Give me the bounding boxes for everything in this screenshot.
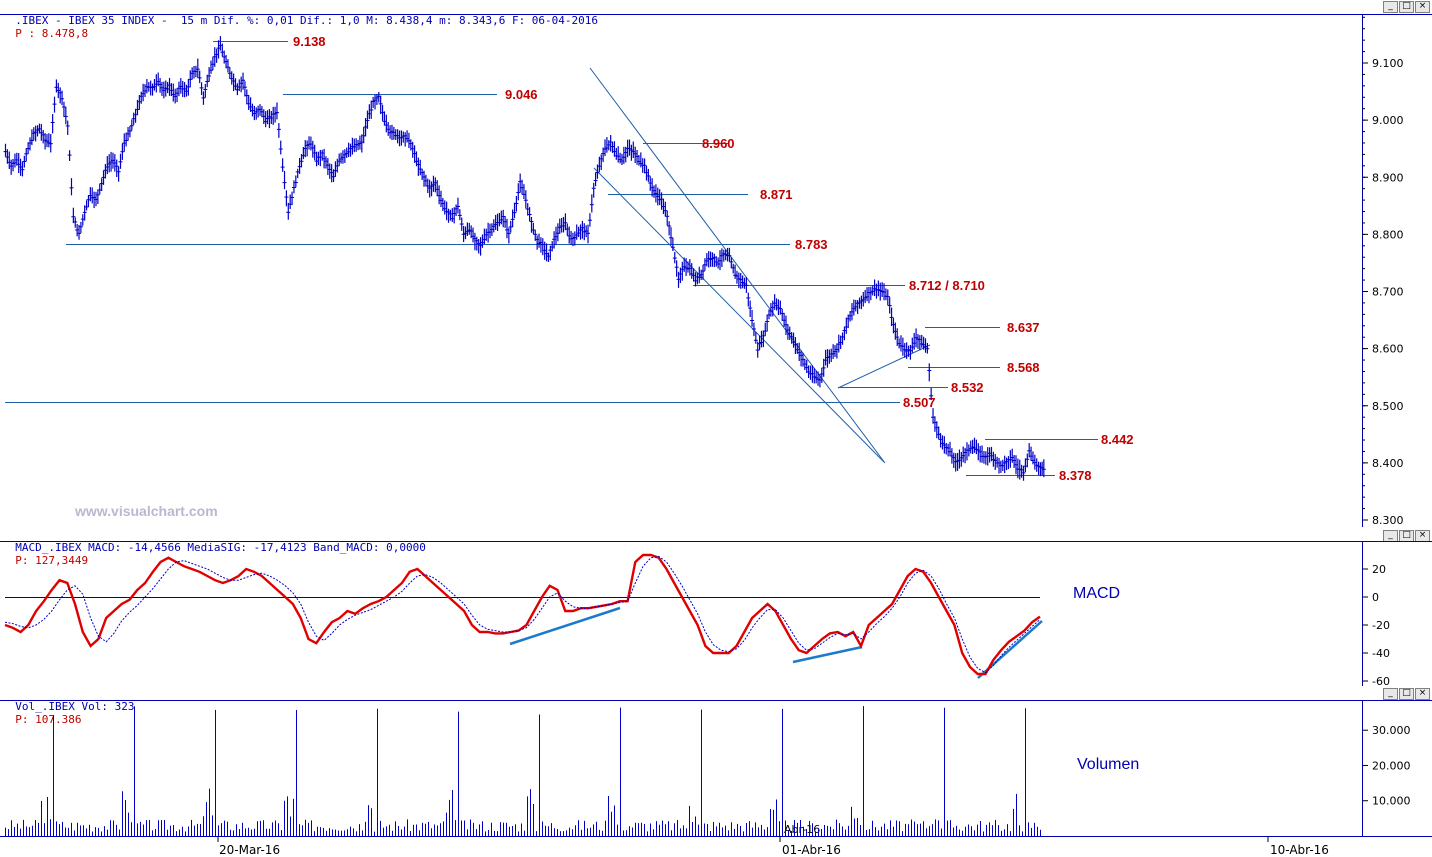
macd-axis: 20 0 -20 -40 -60 <box>1362 563 1390 688</box>
volume-header-title: Vol_.IBEX Vol: 323 <box>15 700 135 713</box>
channel-upper-line <box>589 67 886 464</box>
level-label: 8.783 <box>795 237 828 252</box>
date-axis: 20-Mar-16 01-Abr-16 10-Abr-16 Abr-16 <box>217 823 1329 857</box>
macd-panel-header: MACD_.IBEX MACD: -14,4566 MediaSIG: -17,… <box>2 528 426 567</box>
price-drawings <box>589 67 931 464</box>
volume-maximize-button[interactable]: □ <box>1399 688 1414 700</box>
macd-maximize-button[interactable]: □ <box>1399 530 1414 542</box>
level-label: 9.046 <box>505 87 538 102</box>
volume-ytick-label: 10.000 <box>1372 795 1411 808</box>
level-label: 8.871 <box>760 187 793 202</box>
macd-ytick-label: 20 <box>1372 563 1386 576</box>
minimize-button[interactable]: _ <box>1383 1 1398 13</box>
macd-header-title: MACD_.IBEX MACD: -14,4566 MediaSIG: -17,… <box>15 541 426 554</box>
divergence-line-1 <box>509 606 621 646</box>
price-axis: 8.300 8.400 8.500 8.600 8.700 8.800 8.900 9.000… <box>1362 16 1404 527</box>
level-label: 8.442 <box>1101 432 1134 447</box>
volume-header-last: P: 107.386 <box>15 713 82 726</box>
price-ytick-label: 8.300 <box>1372 514 1404 527</box>
price-window-buttons: _ □ × <box>1383 1 1430 13</box>
price-ytick-label: 8.400 <box>1372 457 1404 470</box>
macd-ytick-label: -20 <box>1372 619 1390 632</box>
price-levels: 9.138 9.046 8.960 8.871 8.783 8.712 / 8.710 8.… <box>5 34 1134 483</box>
channel-inner-line <box>593 167 885 463</box>
volume-ytick-label: 20.000 <box>1372 759 1411 772</box>
price-ytick-label: 8.500 <box>1372 400 1404 413</box>
level-label: 9.138 <box>293 34 326 49</box>
price-header-title: .IBEX - IBEX 35 INDEX - 15 m Dif. %: 0,0… <box>15 14 599 27</box>
close-button[interactable]: × <box>1415 1 1430 13</box>
signal-line <box>4 555 1041 674</box>
level-label: 8.532 <box>951 380 984 395</box>
volume-series <box>5 706 1041 836</box>
macd-ytick-label: -60 <box>1372 675 1390 688</box>
macd-divergence-lines <box>509 606 1043 679</box>
volume-ytick-label: 30.000 <box>1372 724 1411 737</box>
level-label: 8.507 <box>903 395 936 410</box>
macd-header-last: P: 127,3449 <box>15 554 89 567</box>
price-ytick-label: 8.800 <box>1372 228 1404 241</box>
macd-ytick-label: -40 <box>1372 647 1390 660</box>
level-label: 8.637 <box>1007 320 1040 335</box>
price-ytick-label: 8.700 <box>1372 286 1404 299</box>
volume-axis: 10.000 20.000 30.000 <box>1362 724 1411 808</box>
panel-frames <box>0 14 1432 837</box>
macd-series <box>4 553 1041 676</box>
price-ytick-label: 9.000 <box>1372 114 1404 127</box>
price-ytick-label: 9.100 <box>1372 57 1404 70</box>
price-ytick-label: 8.900 <box>1372 171 1404 184</box>
level-label: 8.378 <box>1059 468 1092 483</box>
volume-panel-header: Vol_.IBEX Vol: 323 P: 107.386 <box>2 687 134 726</box>
volume-window-buttons: _ □ × <box>1383 688 1430 700</box>
price-series <box>3 36 1046 481</box>
divergence-line-2 <box>792 645 863 664</box>
price-ytick-label: 8.600 <box>1372 343 1404 356</box>
price-panel-header: .IBEX - IBEX 35 INDEX - 15 m Dif. %: 0,0… <box>2 1 598 40</box>
volume-panel-label: Volumen <box>1077 756 1139 773</box>
level-label: 8.960 <box>702 136 735 151</box>
macd-ytick-label: 0 <box>1372 591 1379 604</box>
month-sub-label: Abr-16 <box>784 823 820 836</box>
price-header-last: P : 8.478,8 <box>15 27 89 40</box>
maximize-button[interactable]: □ <box>1399 1 1414 13</box>
level-label: 8.712 / 8.710 <box>909 278 985 293</box>
date-label-20-mar: 20-Mar-16 <box>219 843 280 857</box>
macd-line <box>4 553 1041 676</box>
volume-close-button[interactable]: × <box>1415 688 1430 700</box>
level-label: 8.568 <box>1007 360 1040 375</box>
watermark: www.visualchart.com <box>74 503 218 519</box>
date-label-10-abr: 10-Abr-16 <box>1270 843 1329 857</box>
date-label-01-abr: 01-Abr-16 <box>782 843 841 857</box>
macd-panel-label: MACD <box>1073 585 1120 602</box>
support-trend-line <box>837 344 931 389</box>
volume-minimize-button[interactable]: _ <box>1383 688 1398 700</box>
